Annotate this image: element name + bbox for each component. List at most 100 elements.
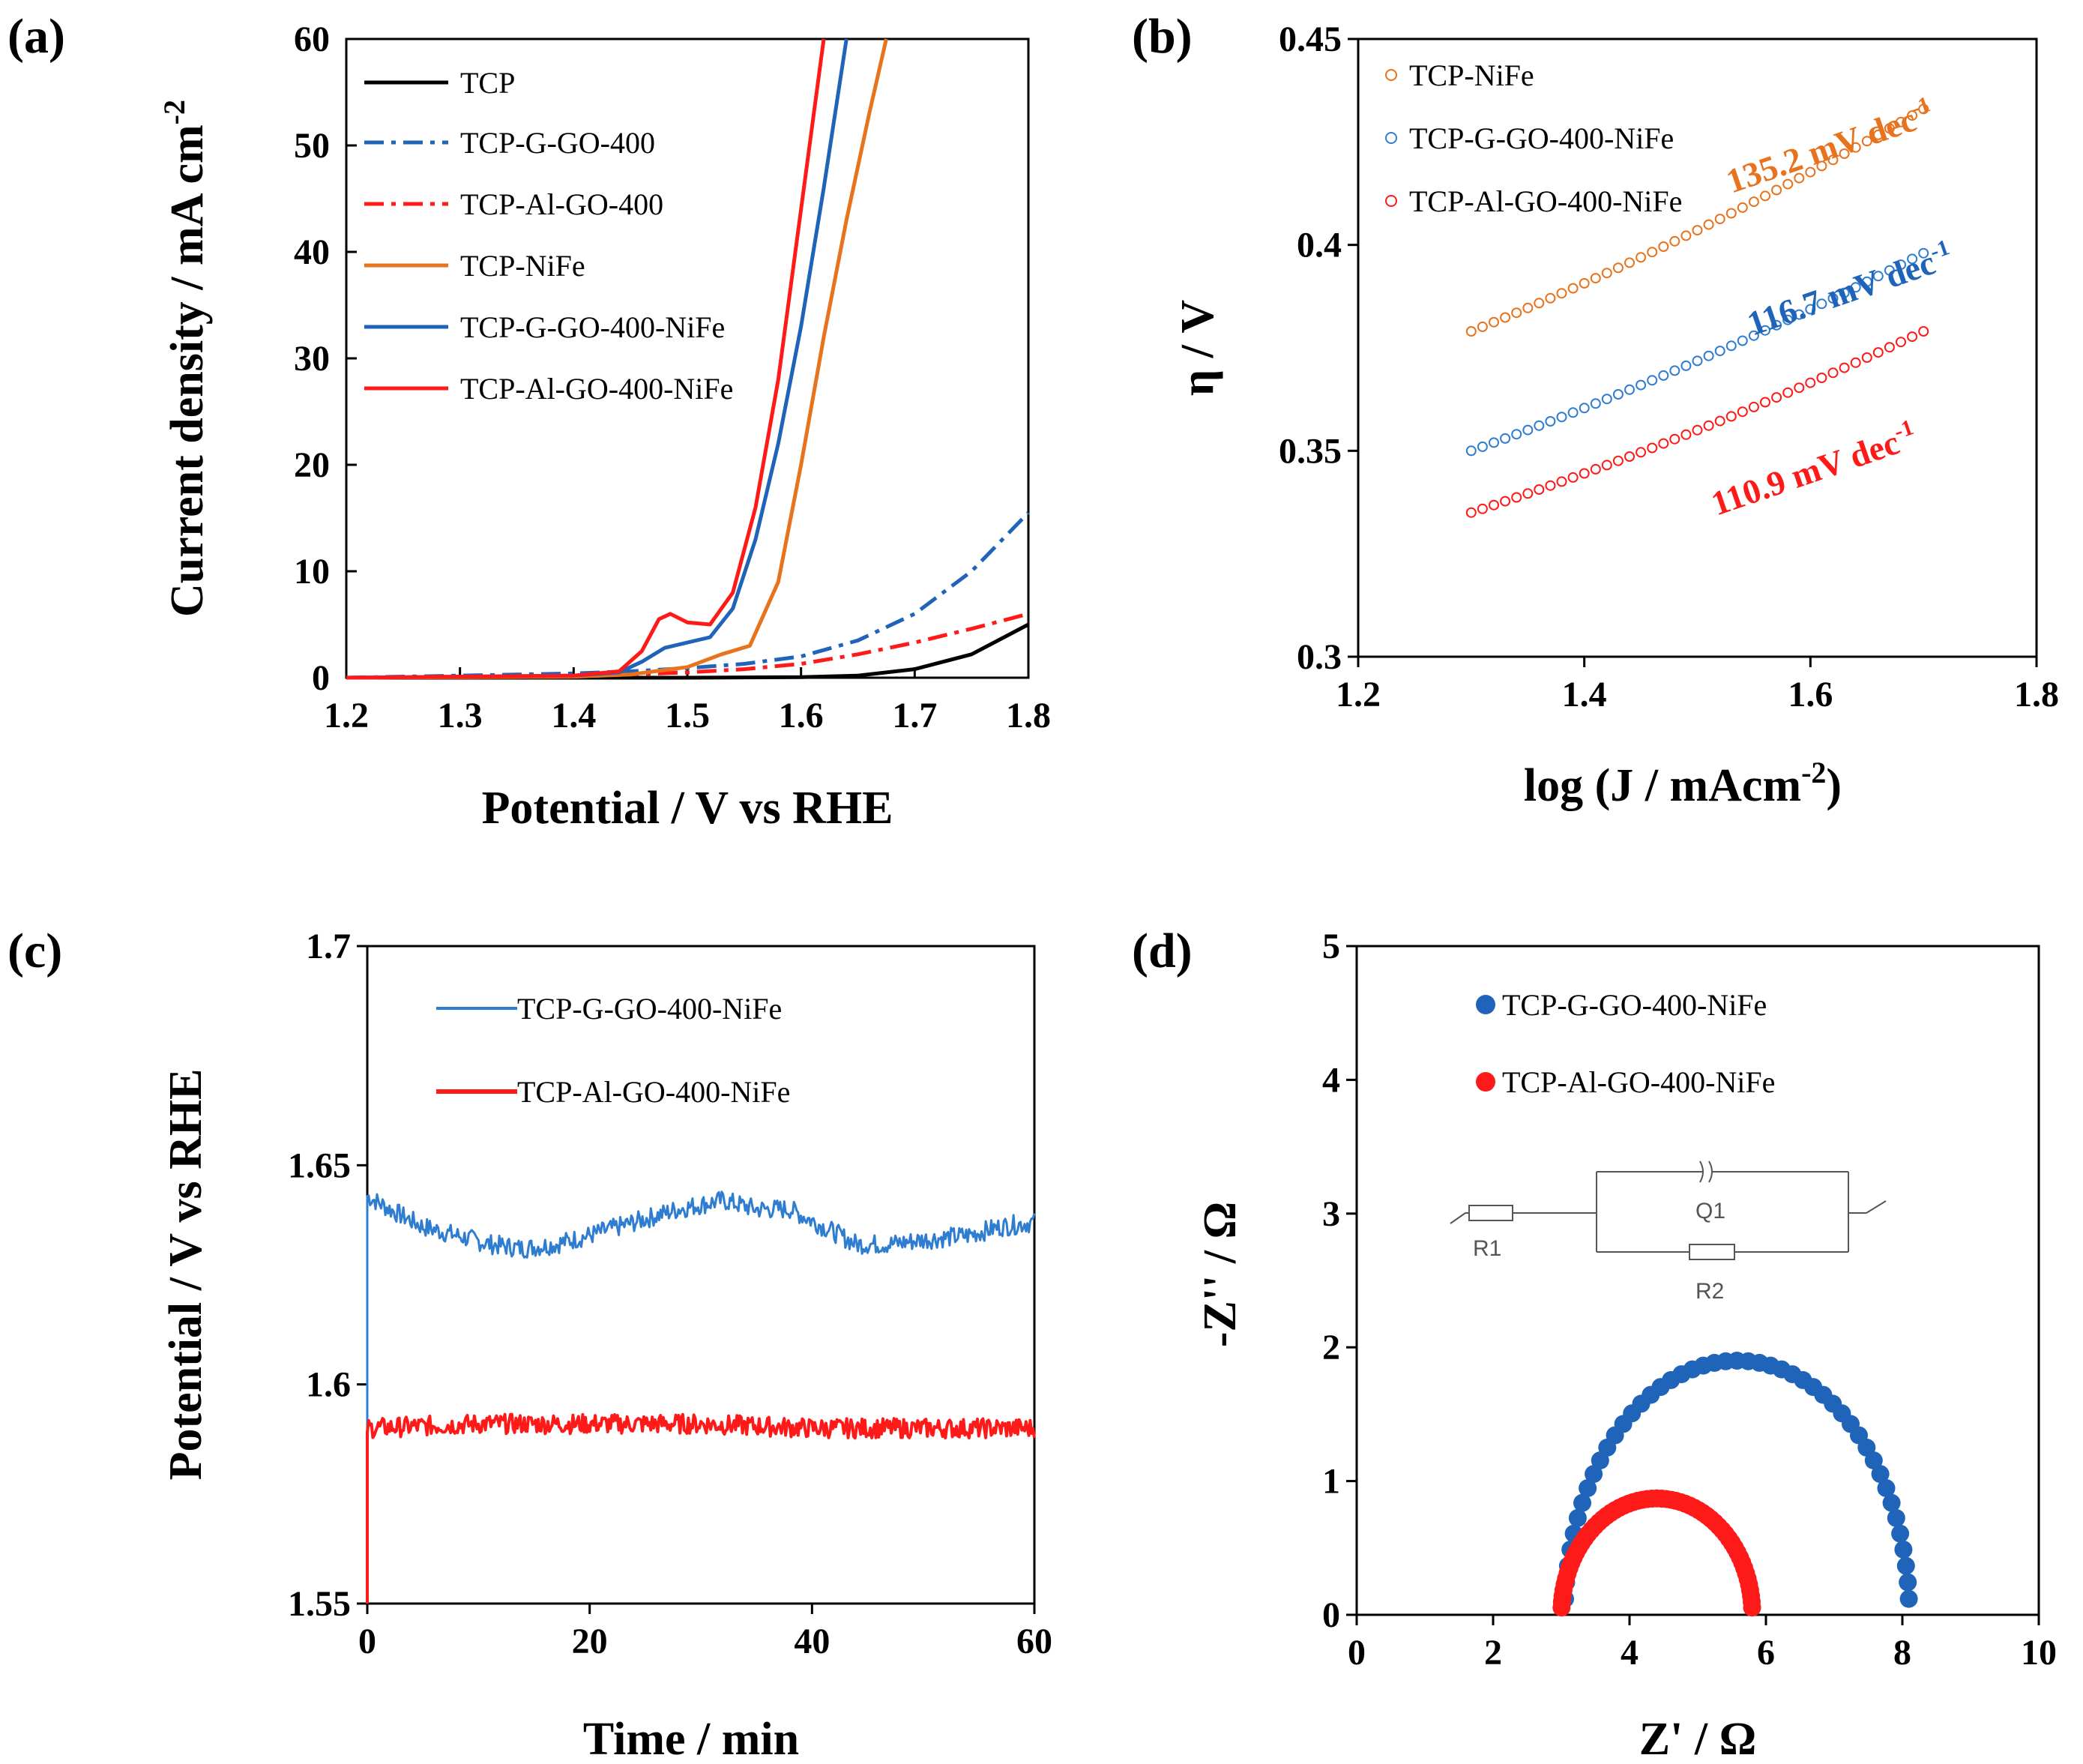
panel-b-frame <box>1357 37 2038 658</box>
panel-a-legend: TCP TCP-G-GO-400 TCP-Al-GO-400 TCP-NiFe … <box>364 66 733 406</box>
point-tcp-g-go-400-nife <box>1585 1465 1603 1484</box>
point-tcp-g-go-400-nife <box>1899 1589 1918 1608</box>
circuit-label-q1: Q1 <box>1695 1199 1725 1223</box>
x-tick-label: 1.6 <box>779 696 824 735</box>
x-tick-label: 1.2 <box>1336 675 1381 714</box>
point-tcp-al-go-400-nife <box>1839 362 1850 373</box>
point-tcp-g-go-400-nife <box>1590 398 1601 409</box>
point-tcp-nife <box>1872 129 1884 140</box>
point-tcp-al-go-400-nife <box>1872 347 1884 358</box>
point-tcp-g-go-400-nife <box>1579 403 1590 414</box>
y-tick-label: 5 <box>1322 927 1340 966</box>
legend-label-tcp: TCP <box>460 66 515 100</box>
point-tcp-al-go-400-nife <box>1545 480 1556 491</box>
x-tick-label: 0 <box>1348 1633 1366 1673</box>
y-tick-label: 0 <box>312 658 330 698</box>
point-tcp-g-go-400-nife <box>1864 1451 1883 1470</box>
point-tcp-al-go-400-nife <box>1692 424 1703 436</box>
y-tick-label: 0.4 <box>1297 226 1342 265</box>
panel-d-points <box>1552 1352 1918 1617</box>
point-tcp-nife <box>1590 273 1601 284</box>
point-tcp-g-go-400-nife <box>1850 282 1861 293</box>
y-tick-label: 4 <box>1322 1060 1340 1100</box>
panel-a-lines <box>346 38 1030 680</box>
y-tick-label: 50 <box>294 126 330 166</box>
point-tcp-nife <box>1612 262 1624 274</box>
point-tcp-nife <box>1714 214 1725 225</box>
point-tcp-g-go-400-nife <box>1871 1465 1890 1484</box>
x-tick-label: 1.3 <box>438 696 483 735</box>
panel-c-ylabel: Potential / V vs RHE <box>160 1069 211 1481</box>
point-tcp-g-go-400-nife <box>1748 330 1759 341</box>
point-tcp-g-go-400-nife <box>1573 1493 1591 1512</box>
point-tcp-g-go-400-nife <box>1760 325 1770 336</box>
point-tcp-nife <box>1579 277 1590 289</box>
panel-c-label: (c) <box>7 924 62 978</box>
point-tcp-al-go-400-nife <box>1658 438 1669 449</box>
panel-a-frame <box>345 37 1030 679</box>
panel-a-label: (a) <box>7 9 65 64</box>
point-tcp-nife <box>1918 103 1929 115</box>
x-tick-label: 1.4 <box>1562 675 1607 714</box>
point-tcp-g-go-400-nife <box>1612 389 1624 400</box>
panel-b-points <box>1465 103 1929 518</box>
point-tcp-al-go-400-nife <box>1669 433 1680 445</box>
point-tcp-g-go-400-nife <box>1465 445 1477 457</box>
point-tcp-al-go-400-nife <box>1918 326 1929 337</box>
point-tcp-g-go-400-nife <box>1918 247 1929 259</box>
point-tcp-g-go-400-nife <box>1839 287 1850 298</box>
point-tcp-al-go-400-nife <box>1703 420 1714 431</box>
point-tcp-nife <box>1636 252 1647 263</box>
legend-marker-tcp-al-go-400-nife <box>1385 195 1397 207</box>
y-tick-label: 0.35 <box>1279 431 1342 471</box>
point-tcp-al-go-400-nife <box>1861 352 1872 363</box>
point-tcp-nife <box>1489 316 1499 328</box>
point-tcp-nife <box>1477 321 1488 332</box>
x-tick-label: 1.7 <box>892 696 937 735</box>
point-tcp-al-go-400-nife <box>1590 463 1601 475</box>
panel-b-label: (b) <box>1132 9 1193 64</box>
x-tick-label: 60 <box>1016 1622 1052 1661</box>
y-tick-label: 1.65 <box>288 1146 351 1185</box>
point-tcp-nife <box>1511 307 1522 319</box>
panel-d-label: (d) <box>1132 924 1193 978</box>
point-tcp-nife <box>1601 268 1612 279</box>
point-tcp-nife <box>1782 178 1794 190</box>
panel-b-ylabel: η / V <box>1172 300 1223 396</box>
point-tcp-al-go-400-nife <box>1522 488 1534 499</box>
equivalent-circuit <box>1450 1161 1887 1260</box>
y-tick-label: 1.7 <box>306 927 351 966</box>
y-tick-label: 1.55 <box>288 1584 351 1624</box>
point-tcp-al-go-400-nife <box>1534 484 1545 495</box>
series-line-tcp-al-go-400-nife <box>346 38 826 680</box>
legend-label-tcp-nife: TCP-NiFe <box>460 249 585 283</box>
circuit-r2-resistor <box>1689 1244 1735 1260</box>
point-tcp-al-go-400-nife <box>1884 342 1895 353</box>
point-tcp-al-go-400-nife <box>1636 447 1647 458</box>
point-tcp-al-go-400-nife <box>1714 415 1725 427</box>
point-tcp-g-go-400-nife <box>1534 420 1545 431</box>
point-tcp-nife <box>1465 326 1477 337</box>
panel-b-ticks: 1.2 1.4 1.6 1.8 0.3 0.35 0.4 0.45 <box>1279 19 2059 714</box>
point-tcp-nife <box>1680 230 1692 241</box>
point-tcp-g-go-400-nife <box>1624 384 1635 395</box>
point-tcp-nife <box>1522 302 1534 313</box>
point-tcp-g-go-400-nife <box>1861 276 1872 287</box>
point-tcp-g-go-400-nife <box>1669 365 1680 376</box>
point-tcp-al-go-400-nife <box>1647 442 1658 454</box>
point-tcp-g-go-400-nife <box>1477 441 1488 452</box>
series-line-tcp-g-go-400-nife <box>366 1190 1036 1604</box>
panel-a: (a) 1.2 1.3 1.4 1.5 1.6 1.7 1.8 0 10 20 30 40 50 60 T… <box>7 9 1051 834</box>
point-tcp-g-go-400-nife <box>1794 309 1805 320</box>
point-tcp-nife <box>1534 298 1545 309</box>
point-tcp-al-go-400-nife <box>1896 337 1906 348</box>
series-line-tcp-al-go-400-nife <box>366 1412 1036 1604</box>
panel-a-ylabel-main: Current density / mA cm <box>162 124 213 617</box>
point-tcp-al-go-400-nife <box>1612 455 1624 466</box>
panel-d-legend: TCP-G-GO-400-NiFe TCP-Al-GO-400-NiFe <box>1476 988 1775 1099</box>
circuit-lead-left <box>1450 1212 1466 1224</box>
x-tick-label: 8 <box>1893 1633 1911 1673</box>
point-tcp-al-go-400-nife <box>1511 492 1522 503</box>
point-tcp-al-go-400-nife <box>1827 367 1839 379</box>
slope-value-tcp-al-go-400-nife: 110.9 mV dec <box>1707 423 1904 523</box>
